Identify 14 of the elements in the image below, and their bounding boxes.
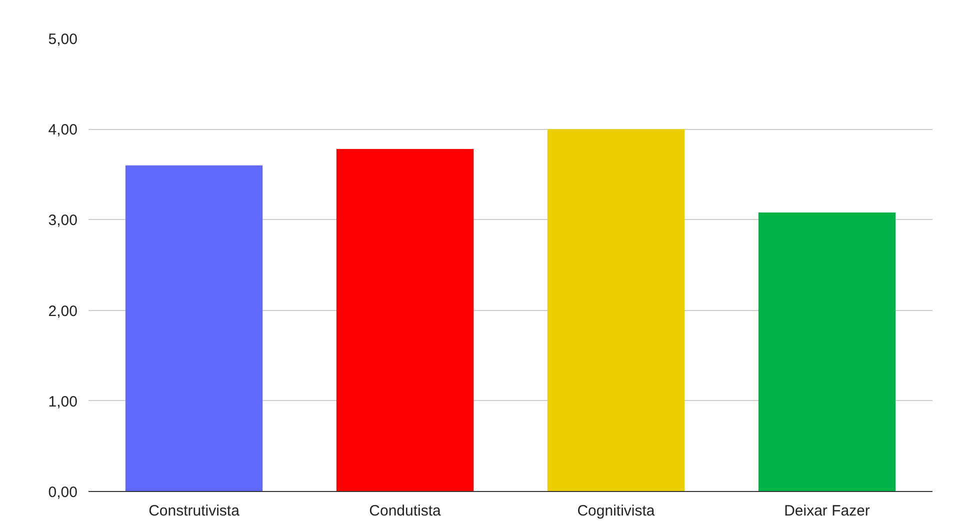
y-tick-label: 0,00 <box>48 484 78 501</box>
bar <box>336 149 474 492</box>
bar <box>125 165 263 492</box>
x-tick-label: Cognitivista <box>577 502 656 520</box>
y-tick-label: 4,00 <box>48 122 78 139</box>
x-tick-label: Condutista <box>369 502 442 520</box>
y-tick-label: 5,00 <box>48 31 78 48</box>
bar <box>547 129 685 492</box>
bar <box>758 212 896 492</box>
y-tick-label: 3,00 <box>48 212 78 230</box>
y-tick-label: 2,00 <box>48 302 78 320</box>
y-tick-label: 1,00 <box>48 393 78 410</box>
x-tick-label: Deixar Fazer <box>784 502 870 520</box>
x-tick-label: Construtivista <box>148 502 240 520</box>
